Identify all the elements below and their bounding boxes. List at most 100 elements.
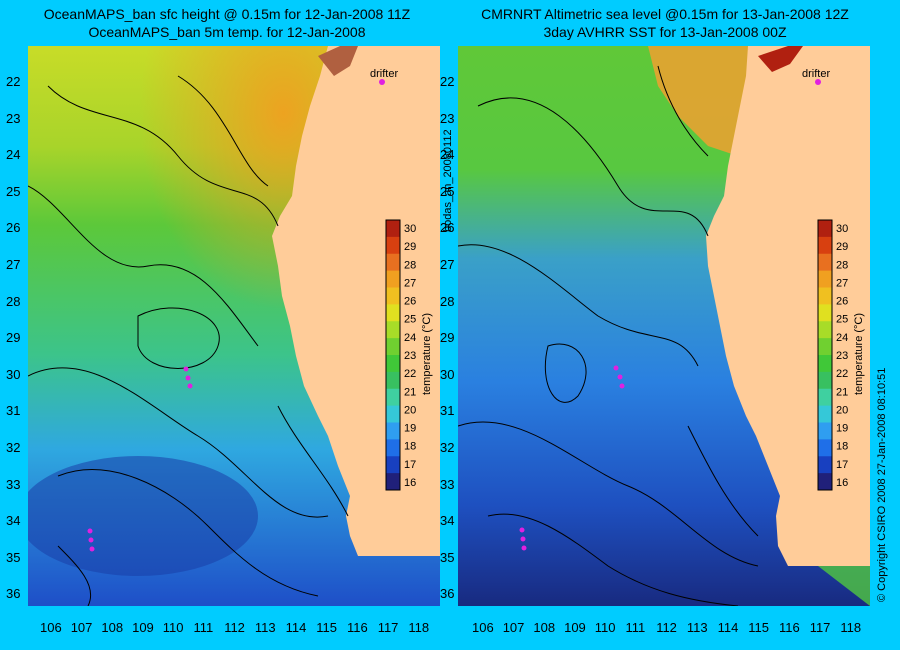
colorbar-tick-label: 27 bbox=[836, 277, 848, 289]
colorbar-swatch bbox=[386, 304, 400, 322]
lat-tick-label: 30 bbox=[6, 366, 21, 382]
lon-tick-label: 109 bbox=[564, 620, 586, 635]
lat-tick-label: 29 bbox=[6, 330, 21, 346]
colorbar-swatch bbox=[386, 236, 400, 255]
colorbar-tick-label: 26 bbox=[404, 296, 416, 308]
lon-tick-label: 117 bbox=[377, 620, 399, 635]
colorbar-title: temperature (°C) bbox=[853, 313, 865, 395]
colorbar-tick-label: 20 bbox=[404, 404, 416, 416]
colorbar-title: temperature (°C) bbox=[421, 313, 433, 395]
lat-tick-label: 31 bbox=[440, 403, 455, 419]
lon-tick-label: 118 bbox=[408, 620, 430, 635]
colorbar-swatch bbox=[818, 371, 832, 390]
colorbar-swatch bbox=[386, 405, 400, 423]
colorbar-tick-label: 26 bbox=[836, 296, 848, 308]
drifter-label: drifter bbox=[370, 68, 398, 80]
colorbar-swatch bbox=[386, 371, 400, 390]
lon-tick-label: 109 bbox=[132, 620, 154, 635]
colorbar-swatch bbox=[818, 270, 832, 288]
lat-tick-label: 31 bbox=[6, 403, 21, 419]
colorbar-tick-label: 17 bbox=[404, 459, 416, 471]
lat-tick-label: 33 bbox=[440, 476, 455, 492]
lat-tick-label: 27 bbox=[440, 257, 455, 272]
colorbar-tick-label: 29 bbox=[404, 241, 416, 253]
colorbar-tick-label: 21 bbox=[404, 386, 416, 398]
colorbar-swatch bbox=[818, 405, 832, 423]
lat-tick-label: 33 bbox=[6, 476, 21, 492]
lon-tick-label: 113 bbox=[686, 620, 708, 635]
lon-tick-label: 111 bbox=[193, 620, 214, 635]
lat-tick-label: 32 bbox=[6, 440, 21, 455]
right-title-line1: CMRNRT Altimetric sea level @0.15m for 1… bbox=[481, 6, 849, 22]
colorbar-swatch bbox=[818, 321, 832, 339]
lon-tick-label: 112 bbox=[224, 620, 245, 635]
colorbar-swatch bbox=[818, 338, 832, 356]
colorbar-swatch bbox=[386, 422, 400, 440]
lat-tick-label: 35 bbox=[440, 549, 455, 565]
colorbar-tick-label: 22 bbox=[836, 368, 848, 380]
lat-tick-label: 26 bbox=[440, 220, 455, 236]
colorbar-tick-label: 16 bbox=[836, 477, 848, 489]
colorbar-tick-label: 27 bbox=[404, 277, 416, 289]
lat-tick-label: 25 bbox=[440, 183, 455, 199]
colorbar-swatch bbox=[386, 456, 400, 474]
lat-tick-label: 28 bbox=[440, 293, 455, 309]
colorbar-swatch bbox=[386, 439, 400, 457]
colorbar-swatch bbox=[386, 338, 400, 356]
lon-tick-label: 118 bbox=[840, 620, 862, 635]
lon-tick-label: 111 bbox=[625, 620, 646, 635]
colorbar: 30 29 28 27 26 25 24 23 22 21 20 19 18 17 16 temperatur… bbox=[817, 219, 865, 491]
right-map-panel: drifter 30 29 28 27 26 25 24 23 22 21 20 19 18 17 16 te… bbox=[458, 46, 870, 606]
colorbar-tick-label: 20 bbox=[836, 404, 848, 416]
lat-tick-label: 26 bbox=[6, 220, 21, 236]
colorbar-tick-label: 24 bbox=[836, 332, 848, 344]
left-title-line1: OceanMAPS_ban sfc height @ 0.15m for 12-… bbox=[43, 6, 411, 22]
lat-tick-label: 25 bbox=[6, 183, 21, 199]
lat-tick-label: 24 bbox=[6, 147, 21, 163]
lat-tick-label: 22 bbox=[440, 74, 455, 89]
colorbar-swatch bbox=[386, 270, 400, 288]
colorbar-swatch bbox=[386, 220, 400, 238]
copyright-text: © Copyright CSIRO 2008 27-Jan-2008 08:10… bbox=[876, 367, 888, 602]
lat-tick-label: 27 bbox=[6, 257, 21, 272]
lat-tick-label: 30 bbox=[440, 366, 455, 382]
colorbar-swatch bbox=[386, 473, 400, 491]
colorbar-tick-label: 29 bbox=[836, 241, 848, 253]
colorbar-swatch bbox=[818, 355, 832, 373]
lon-tick-label: 110 bbox=[162, 620, 184, 635]
lat-tick-label: 29 bbox=[440, 330, 455, 346]
colorbar-swatch bbox=[818, 304, 832, 322]
colorbar-tick-label: 16 bbox=[404, 477, 416, 489]
lat-tick-label: 28 bbox=[6, 293, 21, 309]
colorbar-swatch bbox=[818, 388, 832, 407]
lon-tick-label: 116 bbox=[779, 620, 800, 635]
colorbar-swatch bbox=[386, 287, 400, 305]
lon-tick-label: 112 bbox=[656, 620, 677, 635]
lon-tick-label: 115 bbox=[316, 620, 338, 635]
colorbar-swatch bbox=[818, 236, 832, 255]
colorbar-swatch bbox=[818, 220, 832, 238]
lon-tick-label: 113 bbox=[254, 620, 276, 635]
colorbar-swatch bbox=[386, 355, 400, 373]
colorbar-tick-label: 30 bbox=[404, 223, 416, 235]
left-title-line2: OceanMAPS_ban 5m temp. for 12-Jan-2008 bbox=[88, 24, 366, 40]
colorbar-tick-label: 21 bbox=[836, 386, 848, 398]
colorbar-swatch bbox=[818, 287, 832, 305]
lon-tick-label: 110 bbox=[594, 620, 616, 635]
lon-tick-label: 106 bbox=[472, 620, 494, 635]
colorbar-tick-label: 23 bbox=[836, 350, 848, 362]
lat-tick-label: 36 bbox=[6, 586, 21, 602]
lon-tick-label: 106 bbox=[40, 620, 62, 635]
lat-tick-label: 24 bbox=[440, 147, 455, 163]
colorbar-swatch bbox=[818, 253, 832, 272]
colorbar-tick-label: 30 bbox=[836, 223, 848, 235]
colorbar-swatch bbox=[818, 473, 832, 491]
colorbar-swatch bbox=[386, 388, 400, 407]
colorbar-tick-label: 28 bbox=[404, 259, 416, 271]
lon-tick-label: 114 bbox=[285, 620, 307, 635]
lon-tick-label: 107 bbox=[502, 620, 525, 635]
colorbar-swatch bbox=[386, 253, 400, 272]
lon-tick-label: 107 bbox=[70, 620, 93, 635]
colorbar-swatch bbox=[818, 456, 832, 474]
colorbar-tick-label: 24 bbox=[404, 332, 416, 344]
